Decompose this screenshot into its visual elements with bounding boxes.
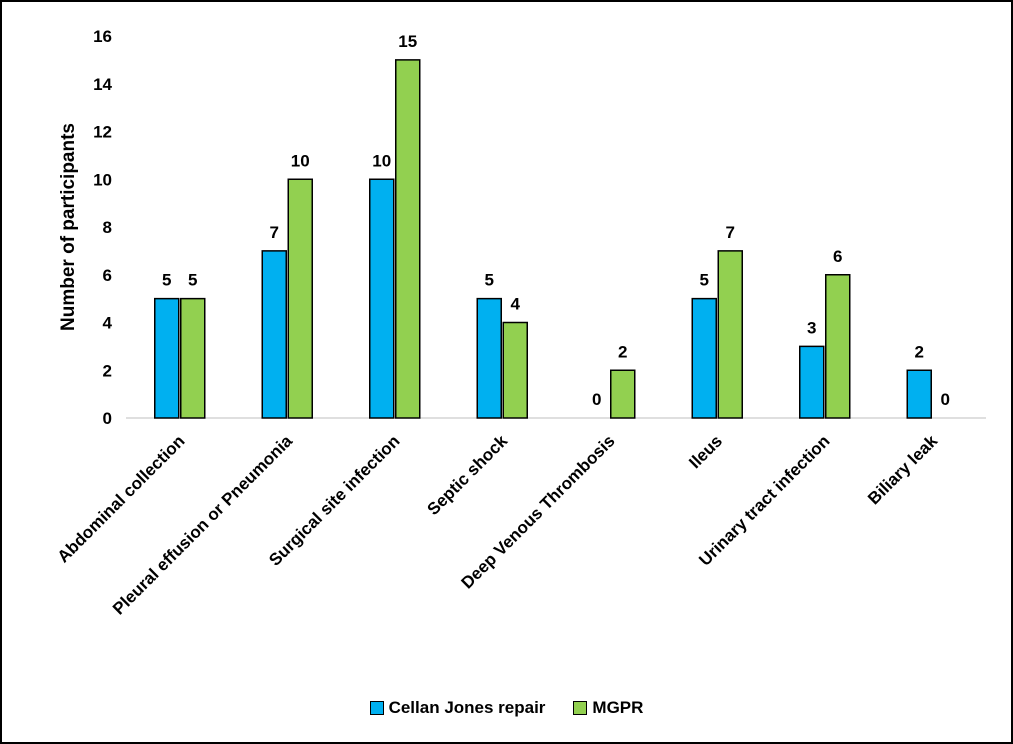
bar-1-6	[691, 297, 717, 419]
category-label-2: Pleural effusion or Pneumonia	[109, 431, 296, 618]
y-tick-label: 4	[103, 314, 113, 333]
data-label-1-1: 5	[162, 271, 171, 290]
bar-2-5	[610, 369, 636, 419]
data-label-1-3: 10	[372, 151, 391, 170]
bar-2-1	[180, 297, 206, 419]
bar-2-7	[825, 274, 851, 419]
axes: 0 2 4 6 8 10 12 14 16	[93, 27, 986, 428]
data-label-1-2: 7	[270, 223, 279, 242]
bar-1-2	[261, 250, 287, 419]
data-label-2-7: 6	[833, 247, 842, 266]
legend: Cellan Jones repair MGPR	[0, 693, 1013, 723]
data-label-2-4: 4	[511, 295, 521, 314]
y-axis-title: Number of participants	[58, 123, 79, 331]
bar-2-6	[717, 250, 743, 419]
y-tick-label: 14	[93, 75, 112, 94]
bar-1-1	[154, 297, 180, 419]
y-tick-label: 12	[93, 123, 112, 142]
data-label-1-5: 0	[592, 390, 601, 409]
data-label-2-3: 15	[398, 32, 417, 51]
bar-2-2	[287, 178, 313, 419]
y-tick-label: 2	[103, 361, 112, 380]
y-tick-label: 0	[103, 409, 112, 428]
bar-1-8	[906, 369, 932, 419]
legend-label-series-1: Cellan Jones repair	[388, 698, 546, 717]
bar-1-3	[369, 178, 395, 419]
data-label-1-7: 3	[807, 318, 816, 337]
y-tick-label: 6	[103, 266, 112, 285]
data-label-2-2: 10	[291, 151, 310, 170]
legend-item-series-1: Cellan Jones repair	[369, 698, 546, 718]
y-tick-label: 10	[93, 170, 112, 189]
category-label-4: Septic shock	[423, 431, 511, 519]
bars	[154, 59, 932, 419]
legend-swatch-series-1	[369, 701, 384, 715]
bar-1-7	[799, 345, 825, 419]
bar-2-4	[502, 321, 528, 419]
legend-swatch-series-2	[573, 701, 588, 715]
data-label-2-5: 2	[618, 342, 627, 361]
data-label-1-4: 5	[485, 271, 494, 290]
legend-item-series-2: MGPR	[573, 698, 643, 718]
category-label-6: Ileus	[685, 431, 726, 472]
category-label-8: Biliary leak	[864, 431, 941, 508]
data-label-2-6: 7	[726, 223, 735, 242]
y-tick-label: 8	[103, 218, 112, 237]
legend-label-series-2: MGPR	[592, 698, 644, 717]
data-label-2-1: 5	[188, 271, 197, 290]
data-label-1-6: 5	[700, 271, 709, 290]
y-tick-label: 16	[93, 27, 112, 46]
bar-2-3	[395, 59, 421, 419]
data-label-1-8: 2	[915, 342, 924, 361]
bar-1-4	[476, 297, 502, 419]
data-label-2-8: 0	[941, 390, 950, 409]
